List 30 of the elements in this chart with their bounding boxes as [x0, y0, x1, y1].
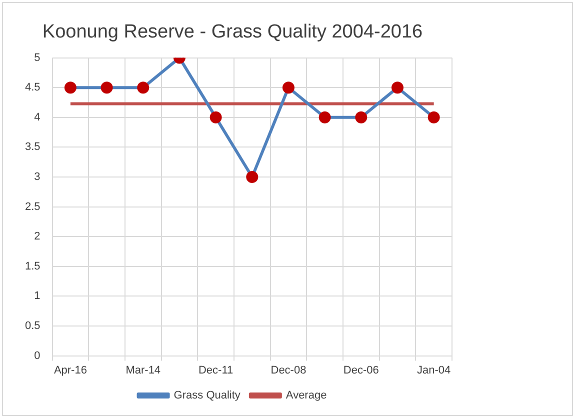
point	[64, 82, 76, 94]
x-tick-label: Dec-08	[270, 364, 306, 376]
y-tick-label: 3.5	[24, 141, 40, 154]
point	[100, 82, 113, 94]
point	[428, 111, 440, 124]
y-tick-label: 2.5	[24, 200, 40, 213]
x-tick-label: Apr-16	[54, 364, 87, 376]
y-tick-label: 2	[34, 230, 40, 243]
y-tick-label: 0	[34, 350, 40, 362]
y-tick-label: 3	[34, 171, 40, 184]
y-tick-label: 4.5	[24, 82, 40, 94]
y-tick-label: 1	[34, 290, 40, 302]
point	[282, 82, 294, 94]
point	[318, 111, 331, 124]
x-tick-label: Dec-06	[343, 364, 379, 376]
y-tick-label: 0.5	[24, 320, 40, 332]
y-tick-label: 4	[34, 111, 40, 124]
point	[391, 82, 404, 94]
x-tick-label: Dec-11	[198, 364, 234, 376]
legend-label: Grass Quality	[174, 390, 241, 402]
point	[355, 111, 368, 124]
y-tick-label: 5	[34, 52, 40, 64]
legend-label: Average	[286, 390, 327, 402]
chart-title: Koonung Reserve - Grass Quality 2004-2016	[42, 22, 423, 43]
point	[137, 82, 150, 94]
x-tick-label: Jan-04	[417, 364, 451, 376]
x-tick-label: Mar-14	[126, 364, 161, 376]
point	[210, 111, 222, 124]
point	[246, 171, 258, 183]
y-tick-label: 1.5	[24, 260, 40, 272]
